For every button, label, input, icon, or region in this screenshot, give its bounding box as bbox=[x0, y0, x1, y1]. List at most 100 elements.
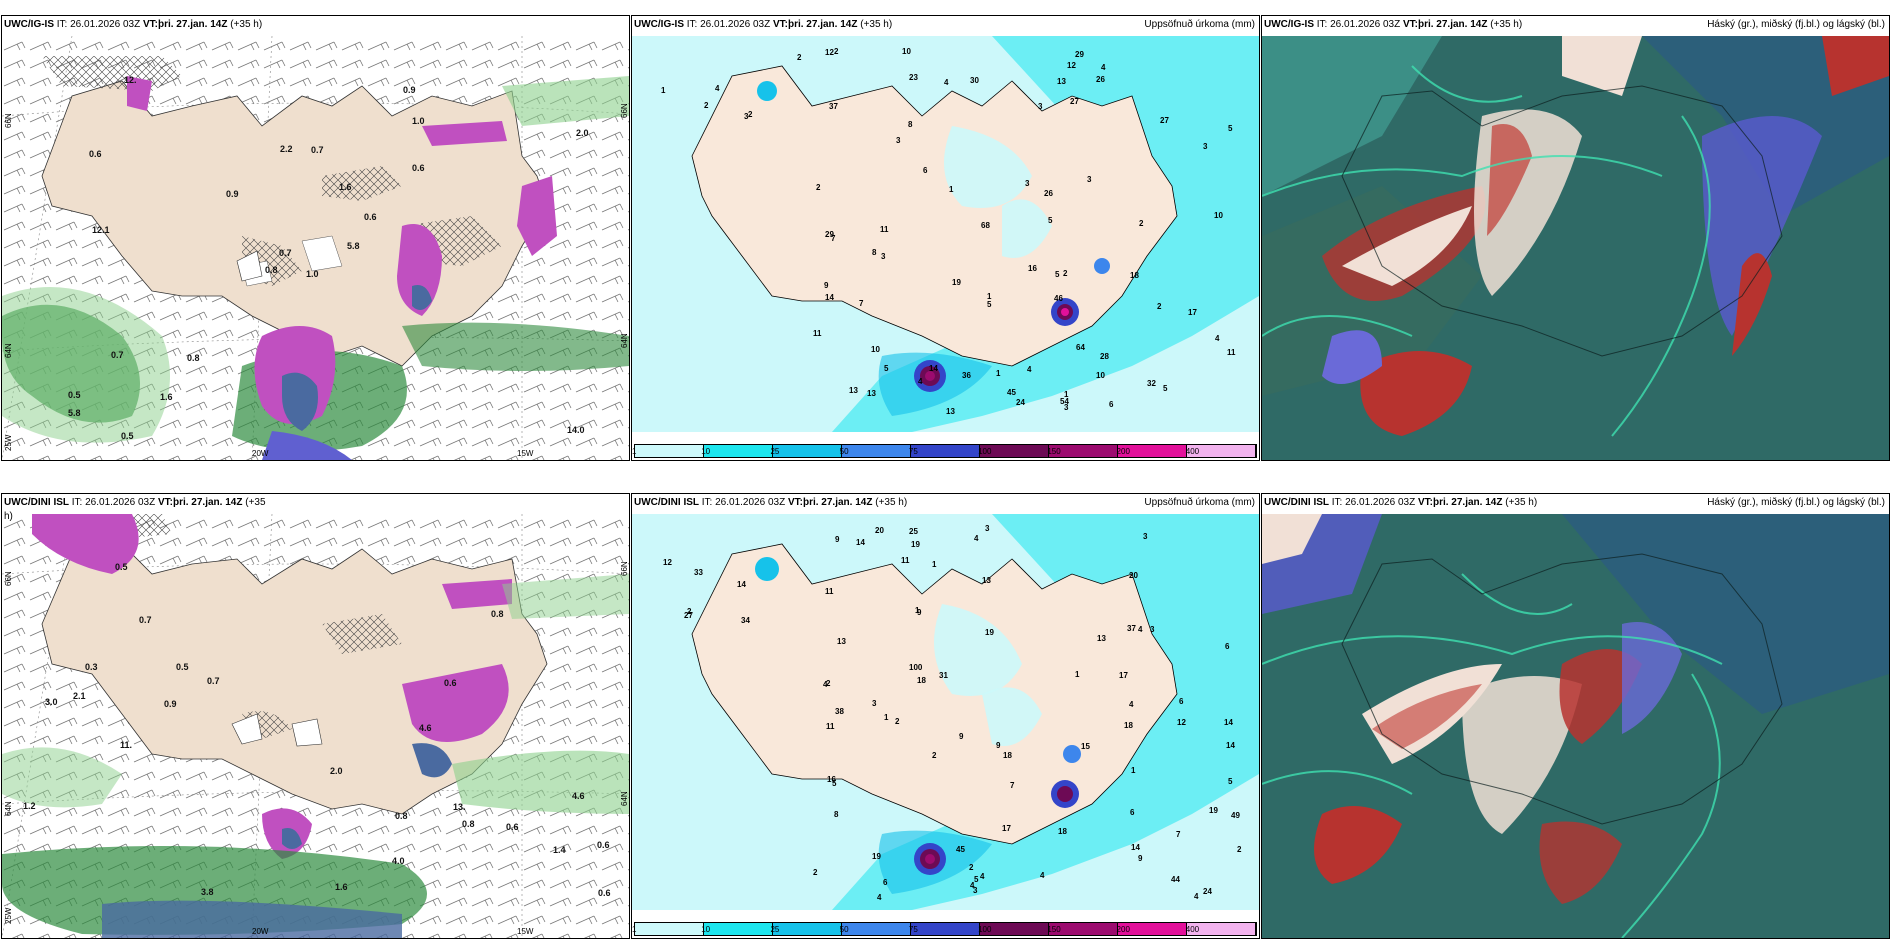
station-value: 13 bbox=[1057, 77, 1066, 86]
colorbar-label: 400 bbox=[1185, 925, 1200, 934]
colorbar-segment bbox=[980, 923, 1049, 935]
station-value: 28 bbox=[1100, 352, 1109, 361]
station-value: 24 bbox=[1203, 887, 1212, 896]
station-value: 3 bbox=[881, 252, 886, 261]
axis-label-right-66n: 66N bbox=[620, 103, 629, 118]
station-value: 1 bbox=[1131, 766, 1136, 775]
station-value: 1 bbox=[915, 606, 920, 615]
station-value: 12 bbox=[825, 48, 834, 57]
contour-label: 0.6 bbox=[412, 163, 425, 173]
lead-time: (+35 h) bbox=[1505, 497, 1538, 508]
colorbar-label: 400 bbox=[1185, 447, 1200, 456]
station-value: 1 bbox=[1075, 670, 1080, 679]
station-value: 5 bbox=[987, 300, 992, 309]
contour-label: 2.0 bbox=[576, 128, 589, 138]
valid-time: þri. 27.jan. 14Z bbox=[1432, 497, 1503, 508]
map-cloud-cover bbox=[1262, 36, 1889, 460]
colorbar-segment bbox=[1118, 923, 1187, 935]
station-value: 45 bbox=[1007, 388, 1016, 397]
station-value: 2 bbox=[834, 47, 839, 56]
colorbar-labels: 1 10 25 50 75 100 150 200 400 bbox=[632, 447, 1257, 457]
contour-label: 1.2 bbox=[23, 801, 36, 811]
station-value: 7 bbox=[1176, 830, 1181, 839]
contour-label: 4.0 bbox=[392, 856, 405, 866]
precip-colorbar bbox=[634, 444, 1257, 458]
map-cloud-cover bbox=[1262, 514, 1889, 938]
map-accumulated-precip: 27 34 33 14 12 2 1 1 2 1 3 3 3 4 2 2 11 13 9 6 2 13 15 9 4 6 9 6 7 4 1… bbox=[632, 514, 1259, 910]
iceland-landmass bbox=[691, 65, 1178, 367]
panel-bottom-left-wind-precip: UWC/DINI ISL IT: 26.01.2026 03Z VT:þri. … bbox=[1, 493, 630, 939]
station-value: 11 bbox=[880, 225, 889, 234]
station-value: 29 bbox=[825, 230, 834, 239]
station-value: 3 bbox=[973, 886, 978, 895]
contour-label: 2.1 bbox=[73, 691, 86, 701]
model-name: UWC/DINI ISL bbox=[4, 497, 69, 508]
lead-time: (+35 h) bbox=[1490, 19, 1523, 30]
station-value: 45 bbox=[956, 845, 965, 854]
station-value: 3 bbox=[1087, 175, 1092, 184]
colorbar-segment bbox=[704, 923, 773, 935]
contour-label: 0.8 bbox=[187, 353, 200, 363]
axis-label-64n: 64N bbox=[4, 801, 13, 816]
colorbar-segment bbox=[1118, 445, 1187, 457]
station-value: 3 bbox=[1064, 403, 1069, 412]
station-value: 3 bbox=[896, 136, 901, 145]
station-value: 5 bbox=[1228, 777, 1233, 786]
contour-label: 2.2 bbox=[280, 144, 293, 154]
station-value: 11 bbox=[901, 556, 910, 565]
colorbar-label: 100 bbox=[978, 447, 992, 456]
station-value: 23 bbox=[909, 73, 918, 82]
colorbar-label: 10 bbox=[701, 925, 711, 934]
station-value: 5 bbox=[1163, 384, 1168, 393]
station-value: 11 bbox=[826, 722, 835, 731]
contour-label: 0.8 bbox=[395, 811, 408, 821]
contour-label: 14.0 bbox=[567, 425, 585, 435]
contour-label: 1.0 bbox=[306, 269, 319, 279]
colorbar-label: 150 bbox=[1047, 447, 1061, 456]
vt-label: VT: bbox=[1402, 19, 1418, 30]
colorbar-segment bbox=[1049, 923, 1118, 935]
station-value: 1 bbox=[884, 713, 889, 722]
station-value: 9 bbox=[996, 741, 1001, 750]
station-value: 2 bbox=[1237, 845, 1242, 854]
station-value: 4 bbox=[1129, 700, 1134, 709]
vt-label: VT: bbox=[1417, 497, 1433, 508]
station-value: 25 bbox=[909, 527, 918, 536]
contour-label: 1.6 bbox=[339, 182, 352, 192]
colorbar-label: 50 bbox=[839, 447, 849, 456]
station-value: 16 bbox=[1028, 264, 1037, 273]
station-value: 14 bbox=[929, 364, 938, 373]
station-value: 4 bbox=[1194, 892, 1199, 901]
colorbar-segment bbox=[773, 445, 842, 457]
colorbar-label: 200 bbox=[1116, 447, 1130, 456]
station-value: 3 bbox=[1203, 142, 1208, 151]
model-name: UWC/DINI ISL bbox=[1264, 497, 1329, 508]
station-value: 8 bbox=[908, 120, 913, 129]
init-time: IT: 26.01.2026 03Z bbox=[56, 19, 141, 30]
station-value: 6 bbox=[923, 166, 928, 175]
station-value: 19 bbox=[952, 278, 961, 287]
map-accumulated-precip: 2 1 2 3 2 4 2 2 1 3 5 2 7 1 2 4 3 14 13 3 9 5 5 13 12 29 10 7 8 11 10 1… bbox=[632, 36, 1259, 432]
contour-label: 0.7 bbox=[111, 350, 124, 360]
contour-label: 1.0 bbox=[412, 116, 425, 126]
station-value: 5 bbox=[884, 364, 889, 373]
contour-label: 0.9 bbox=[403, 85, 416, 95]
station-value: 8 bbox=[834, 810, 839, 819]
station-value: 4 bbox=[974, 534, 979, 543]
station-value: 5 bbox=[974, 875, 979, 884]
station-value: 6 bbox=[1179, 697, 1184, 706]
station-value: 4 bbox=[823, 680, 828, 689]
station-value: 37 bbox=[1127, 624, 1136, 633]
station-value: 30 bbox=[970, 76, 979, 85]
station-value: 49 bbox=[1231, 811, 1240, 820]
panel-subtitle: Uppsöfnuð úrkoma (mm) bbox=[1144, 19, 1255, 30]
contour-label: 0.6 bbox=[598, 888, 611, 898]
station-value: 14 bbox=[737, 580, 746, 589]
vt-label: VT: bbox=[157, 497, 173, 508]
station-value: 2 bbox=[826, 679, 831, 688]
station-value: 2 bbox=[895, 717, 900, 726]
station-value: 15 bbox=[1081, 742, 1090, 751]
station-value: 12 bbox=[1067, 61, 1076, 70]
station-value: 1 bbox=[996, 369, 1001, 378]
colorbar-segment bbox=[1187, 923, 1256, 935]
